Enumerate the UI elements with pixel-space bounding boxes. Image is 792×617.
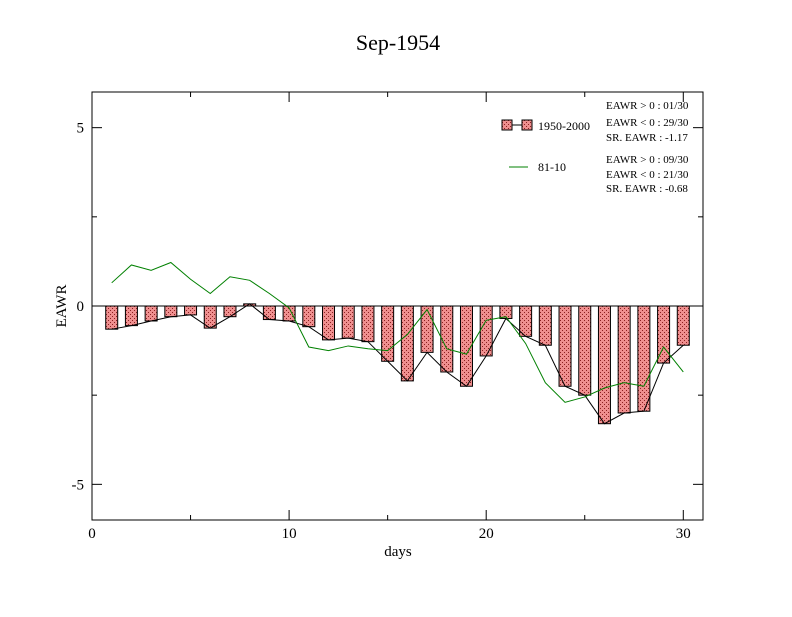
bar-day-14: [361, 305, 375, 343]
bar-day-17: [420, 305, 434, 353]
legend: 1950-2000 81-10 EAWR > 0 : 01/30 EAWR < …: [501, 100, 689, 195]
bar-day-24: [558, 305, 572, 387]
y-tick-label: 5: [77, 121, 85, 137]
bar-day-30: [676, 305, 690, 346]
bar-day-3: [144, 305, 158, 322]
axis-ticks: 0 10 20 30 5 0 -5: [72, 92, 703, 542]
bar-series: [105, 303, 690, 425]
bar-day-12: [322, 305, 336, 341]
bar-stat-sr: SR. EAWR : -1.17: [606, 132, 688, 144]
x-tick-label: 20: [479, 526, 494, 542]
x-tick-label: 30: [676, 526, 691, 542]
bar-stat-negative: EAWR < 0 : 29/30: [606, 117, 689, 129]
bar-day-23: [538, 305, 552, 346]
legend-line-label: 81-10: [538, 160, 566, 174]
bar-day-27: [617, 305, 631, 414]
bar-day-15: [381, 305, 395, 362]
bar-stat-positive: EAWR > 0 : 01/30: [606, 100, 689, 112]
bar-day-9: [262, 305, 276, 321]
bar-day-5: [184, 305, 198, 316]
bar-day-18: [440, 305, 454, 373]
line-stat-negative: EAWR < 0 : 21/30: [606, 169, 689, 181]
x-tick-label: 10: [282, 526, 297, 542]
legend-bar-swatch-right: [521, 119, 533, 131]
bar-day-7: [223, 305, 237, 318]
line-stat-sr: SR. EAWR : -0.68: [606, 183, 688, 195]
y-axis-label: EAWR: [54, 285, 70, 328]
line-81-10: [111, 261, 684, 403]
bar-day-25: [578, 305, 592, 396]
bar-day-4: [164, 305, 178, 318]
x-tick-label: 0: [88, 526, 96, 542]
bar-day-26: [597, 305, 611, 425]
bar-day-11: [302, 305, 316, 328]
line-stat-positive: EAWR > 0 : 09/30: [606, 154, 689, 166]
bar-day-22: [519, 305, 533, 337]
legend-bar-swatch-left: [501, 119, 513, 131]
chart-title: Sep-1954: [356, 30, 440, 55]
line-series: [111, 261, 684, 403]
y-tick-label: 0: [77, 299, 85, 315]
y-tick-label: -5: [72, 477, 85, 493]
legend-bar-label: 1950-2000: [538, 119, 590, 133]
bar-day-2: [124, 305, 138, 327]
bar-day-13: [341, 305, 355, 339]
bar-day-1: [105, 305, 119, 330]
x-axis-label: days: [384, 544, 412, 560]
bar-day-28: [637, 305, 651, 412]
bar-series-connector: [111, 303, 684, 425]
bar-day-16: [400, 305, 414, 382]
